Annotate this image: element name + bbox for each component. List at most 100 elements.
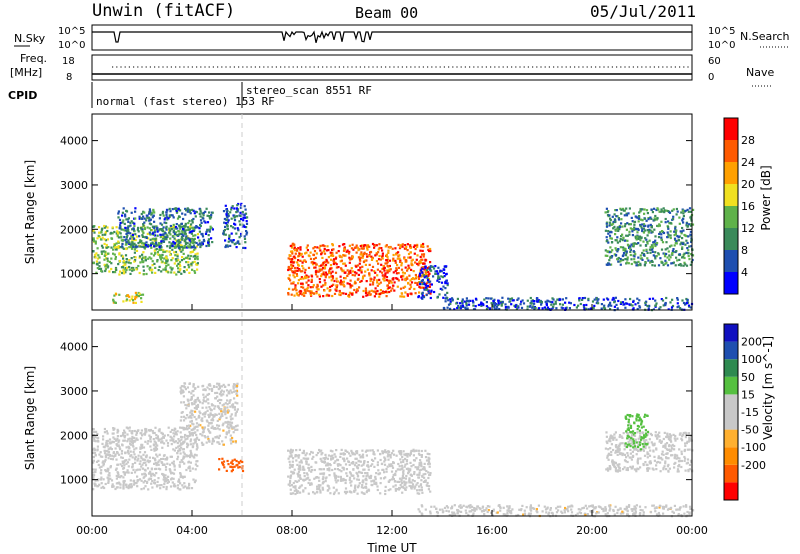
power-cell — [133, 224, 136, 228]
colorbar-frame — [723, 117, 739, 295]
vel-cell — [392, 461, 395, 464]
vel-cell — [673, 504, 676, 507]
power-cell — [143, 242, 146, 245]
vel-cell — [191, 432, 194, 435]
vel-cell — [216, 382, 219, 385]
power-cell — [135, 268, 138, 271]
vel-cell — [176, 430, 179, 433]
power-cell — [148, 208, 151, 211]
vel-cell — [429, 510, 432, 513]
power-cell — [416, 262, 419, 265]
power-cell — [416, 282, 419, 285]
power-cell — [400, 292, 404, 295]
power-cell — [144, 236, 147, 239]
vel-cell — [149, 440, 152, 443]
power-cell — [685, 251, 688, 254]
power-cell — [196, 262, 199, 265]
vel-cell — [135, 437, 138, 440]
power-cell — [236, 215, 239, 218]
power-cell — [642, 240, 645, 243]
vel-cell — [135, 447, 138, 450]
power-cell — [361, 256, 364, 259]
vel-cell — [190, 398, 193, 401]
power-cell — [174, 207, 177, 210]
power-cell — [183, 266, 186, 269]
vel-cell — [330, 458, 333, 461]
vel-cell — [311, 457, 314, 460]
power-cell — [145, 214, 148, 217]
vel-cell — [362, 468, 365, 471]
vel-cell — [355, 465, 359, 468]
vel-cell — [161, 463, 164, 466]
vel-cell — [230, 442, 233, 445]
power-cell — [134, 233, 137, 236]
power-cell — [620, 301, 623, 304]
vel-cell — [413, 480, 416, 483]
vel-cell — [392, 485, 395, 488]
vel-cell — [209, 407, 212, 411]
power-cell — [99, 267, 103, 270]
power-cell — [169, 237, 172, 240]
power-cell — [550, 307, 553, 311]
power-cell — [329, 289, 332, 292]
power-cell — [611, 241, 614, 244]
power-cell — [385, 295, 388, 298]
power-cell — [333, 279, 336, 283]
power-cell — [493, 302, 496, 305]
vel-cell — [357, 486, 360, 489]
vel-cell — [189, 456, 192, 459]
power-cell — [329, 251, 332, 254]
power-cell — [184, 207, 187, 210]
power-cell — [676, 297, 679, 300]
power-cell — [644, 301, 647, 304]
vel-cell — [176, 487, 179, 490]
vel-cell — [147, 472, 151, 475]
vel-cell — [236, 408, 239, 411]
power-cell — [377, 258, 381, 261]
vel-cell — [405, 467, 408, 470]
power-cell — [329, 264, 333, 267]
vel-cell — [118, 439, 121, 442]
power-cell — [190, 262, 193, 266]
vel-cell — [321, 472, 324, 475]
vel-cell — [339, 475, 342, 478]
power-cell — [185, 268, 188, 271]
vel-cell — [366, 449, 369, 452]
vel-cell — [189, 414, 192, 417]
vel-cell — [392, 478, 395, 481]
power-cell — [114, 256, 117, 259]
power-cell — [115, 242, 118, 245]
power-cell — [185, 256, 189, 259]
power-cell — [609, 217, 612, 220]
power-cell — [137, 295, 140, 298]
power-cell — [355, 244, 358, 247]
power-cell — [417, 264, 420, 267]
nave-label: Nave — [746, 66, 774, 79]
power-cell — [474, 305, 477, 308]
power-cell — [144, 255, 147, 259]
power-cell — [647, 307, 650, 310]
power-cell — [202, 217, 205, 220]
power-cell — [287, 257, 290, 260]
vel-cell — [103, 460, 106, 463]
power-cell — [493, 306, 496, 309]
power-cell — [408, 266, 411, 269]
power-cell — [660, 238, 663, 241]
vel-cell — [129, 450, 132, 453]
vel-cell — [122, 480, 125, 483]
power-cell — [647, 259, 650, 262]
power-cell — [519, 303, 522, 306]
vel-cell — [163, 442, 166, 445]
power-cell — [137, 264, 140, 268]
power-cell — [646, 234, 649, 237]
power-cell — [335, 284, 338, 287]
power-cell — [177, 230, 180, 233]
vel-cell — [156, 437, 159, 440]
power-cell — [186, 207, 189, 210]
power-cell — [609, 255, 612, 258]
vel-cell — [105, 453, 108, 456]
vel-cell — [92, 468, 95, 471]
vel-cell — [427, 471, 430, 474]
power-cell — [181, 225, 184, 228]
power-cell — [169, 229, 172, 232]
